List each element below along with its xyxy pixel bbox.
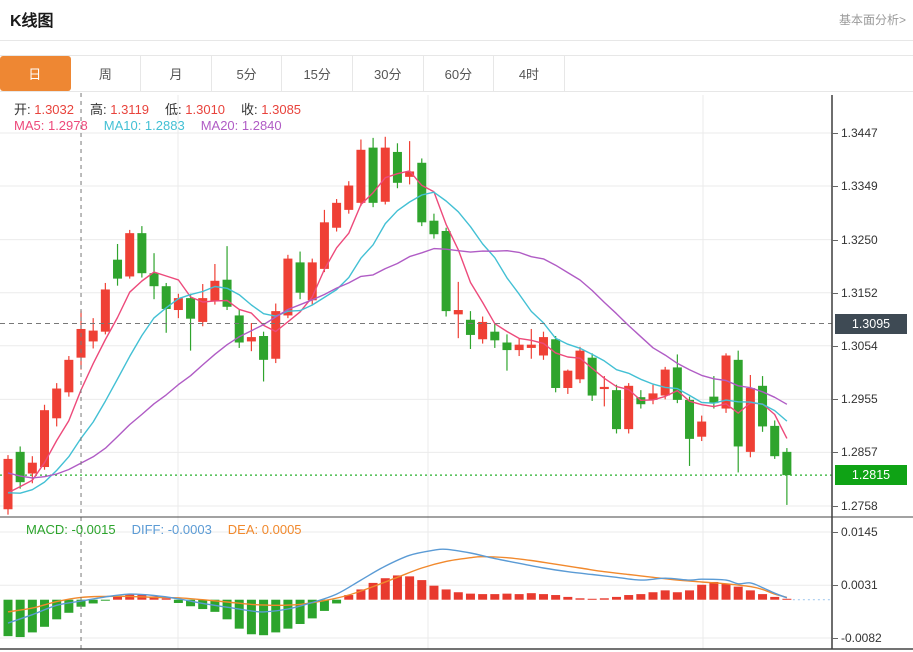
- legend-item: MA20: 1.2840: [200, 118, 282, 133]
- price-axis-label: -0.0082: [841, 631, 882, 645]
- tab-5分[interactable]: 5分: [211, 56, 283, 91]
- price-axis-label: 1.2758: [841, 499, 878, 513]
- price-axis-label: 0.0145: [841, 525, 878, 539]
- legend-item: DEA: 0.0005: [227, 522, 302, 537]
- axis-tick-mark: [832, 452, 838, 454]
- tab-日[interactable]: 日: [0, 56, 71, 91]
- price-axis-label: 1.3054: [841, 338, 878, 353]
- axis-tick-mark: [832, 345, 838, 347]
- legend-item: MA5: 1.2978: [14, 118, 88, 133]
- page-title: K线图: [10, 13, 54, 30]
- dea-line: [7, 555, 788, 613]
- ma20-line: [7, 247, 788, 479]
- axis-tick-mark: [832, 532, 838, 533]
- crosshair-price-badge: 1.3095: [835, 313, 907, 334]
- tab-月[interactable]: 月: [141, 56, 212, 91]
- axis-tick-mark: [832, 186, 838, 188]
- tab-15分[interactable]: 15分: [282, 56, 353, 91]
- ma10-line: [7, 191, 788, 494]
- legend-item: MACD: -0.0015: [26, 522, 116, 537]
- legend-item: MA10: 1.2883: [103, 118, 185, 133]
- macd-legend: MACD: -0.0015 DIFF: -0.0003 DEA: 0.0005: [26, 522, 318, 537]
- price-axis-label: 1.3349: [841, 179, 878, 194]
- price-axis-label: 0.0031: [841, 578, 878, 593]
- candles-layer: [3, 136, 792, 515]
- macd-histogram: [3, 575, 792, 638]
- ma5-line: [7, 170, 788, 494]
- fundamental-analysis-link[interactable]: 基本面分析>: [838, 13, 906, 27]
- legend-item: 收: 1.3085: [241, 102, 302, 117]
- period-tabbar: 日周月 5分 15分 30分 60分 4时: [0, 55, 913, 92]
- axis-tick-mark: [832, 133, 838, 134]
- tab-30分[interactable]: 30分: [352, 56, 424, 91]
- legend-item: 高: 1.3119: [90, 102, 150, 117]
- axis-tick-mark: [832, 399, 838, 401]
- axis-tick-mark: [832, 239, 838, 241]
- axis-tick-mark: [832, 506, 838, 507]
- price-axis-label: 1.2955: [841, 392, 878, 407]
- legend-item: DIFF: -0.0003: [131, 522, 212, 537]
- tab-周[interactable]: 周: [70, 56, 142, 91]
- axis-tick-mark: [832, 585, 838, 587]
- diff-line: [7, 548, 788, 624]
- title-divider: [0, 40, 913, 41]
- price-axis-label: 1.3152: [841, 285, 878, 300]
- price-axis-label: 1.2857: [841, 445, 878, 460]
- tab-60分[interactable]: 60分: [423, 56, 495, 91]
- ma-legend: MA5: 1.2978 MA10: 1.2883 MA20: 1.2840: [14, 118, 298, 133]
- tab-4时[interactable]: 4时: [494, 56, 565, 91]
- last-price-badge: 1.2815: [835, 465, 907, 486]
- price-axis-label: 1.3250: [841, 232, 878, 247]
- price-axis-label: 1.3447: [841, 126, 878, 140]
- legend-item: 开: 1.3032: [14, 102, 74, 117]
- axis-tick-mark: [832, 638, 838, 639]
- legend-item: 低: 1.3010: [165, 102, 226, 117]
- axis-tick-mark: [832, 292, 838, 294]
- ohlc-legend: 开: 1.3032 高: 1.3119 低: 1.3010 收: 1.3085: [14, 99, 317, 118]
